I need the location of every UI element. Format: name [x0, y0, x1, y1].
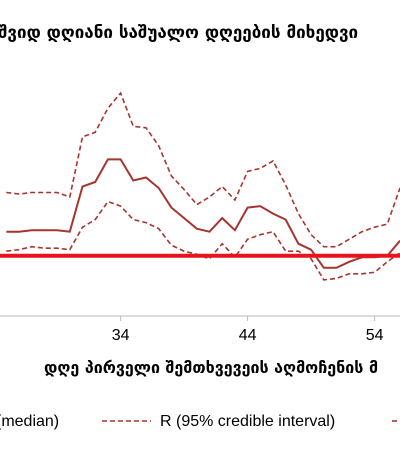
x-tick-label: 34 [112, 327, 130, 344]
x-tick-label: 54 [366, 327, 384, 344]
chart-title: შვიდ დღიანი საშუალო დღეების მიხედვი [0, 23, 358, 43]
x-tick-label: 44 [239, 327, 257, 344]
x-axis-label: დღე პირველი შემთხვევეის აღმოჩენის მ [44, 358, 378, 377]
plot-area [0, 91, 400, 281]
series-line-median [6, 158, 400, 269]
x-axis-ticks: 34 44 54 [112, 316, 384, 344]
legend-label-ci: R (95% credible interval) [160, 413, 335, 430]
legend-label-median: (median) [0, 413, 59, 430]
series-line-ci-upper [6, 91, 400, 248]
legend: (median) R (95% credible interval) [0, 413, 400, 430]
series-line-ci-lower [6, 200, 400, 281]
